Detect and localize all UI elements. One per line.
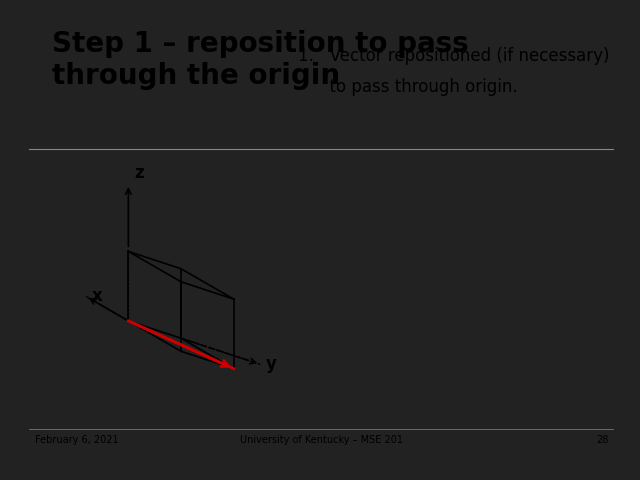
Text: University of Kentucky – MSE 201: University of Kentucky – MSE 201: [240, 435, 403, 445]
Text: 1.   Vector repositioned (if necessary): 1. Vector repositioned (if necessary): [298, 47, 610, 65]
Text: z: z: [134, 164, 144, 181]
Text: Step 1 – reposition to pass
through the origin: Step 1 – reposition to pass through the …: [52, 30, 469, 90]
Text: February 6, 2021: February 6, 2021: [35, 435, 118, 445]
Text: 28: 28: [596, 435, 609, 445]
Text: to pass through origin.: to pass through origin.: [298, 78, 518, 96]
Text: x: x: [92, 287, 103, 305]
Text: y: y: [266, 355, 277, 372]
